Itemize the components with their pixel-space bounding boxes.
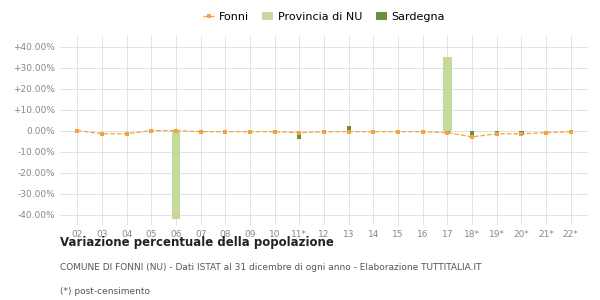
Fonni <box>172 129 179 132</box>
Fonni <box>222 130 229 134</box>
Bar <box>445 130 449 133</box>
Text: Variazione percentuale della popolazione: Variazione percentuale della popolazione <box>60 236 334 248</box>
Fonni <box>123 132 130 136</box>
Text: COMUNE DI FONNI (NU) - Dati ISTAT al 31 dicembre di ogni anno - Elaborazione TUT: COMUNE DI FONNI (NU) - Dati ISTAT al 31 … <box>60 263 482 272</box>
Fonni <box>542 131 550 134</box>
Bar <box>297 130 301 139</box>
Fonni <box>444 131 451 134</box>
Bar <box>443 57 452 130</box>
Fonni <box>394 130 401 134</box>
Fonni <box>518 132 525 136</box>
Bar <box>544 130 548 134</box>
Fonni <box>74 129 81 132</box>
Text: (*) post-censimento: (*) post-censimento <box>60 287 150 296</box>
Bar <box>421 130 425 133</box>
Fonni <box>296 131 303 134</box>
Bar <box>569 130 573 132</box>
Fonni <box>320 130 328 134</box>
Fonni <box>197 130 204 134</box>
Fonni <box>247 130 254 134</box>
Fonni <box>98 132 106 136</box>
Bar <box>347 126 351 130</box>
Fonni <box>271 130 278 134</box>
Fonni <box>469 135 476 139</box>
Fonni <box>567 130 574 134</box>
Bar <box>470 130 474 136</box>
Fonni <box>493 132 500 136</box>
Fonni <box>148 129 155 132</box>
Fonni <box>345 130 352 134</box>
Bar <box>494 130 499 135</box>
Fonni <box>419 130 426 134</box>
Bar <box>396 130 400 133</box>
Fonni <box>370 130 377 134</box>
Legend: Fonni, Provincia di NU, Sardegna: Fonni, Provincia di NU, Sardegna <box>199 8 449 26</box>
Bar <box>519 130 524 135</box>
Bar <box>172 130 180 219</box>
Line: Fonni: Fonni <box>75 128 573 139</box>
